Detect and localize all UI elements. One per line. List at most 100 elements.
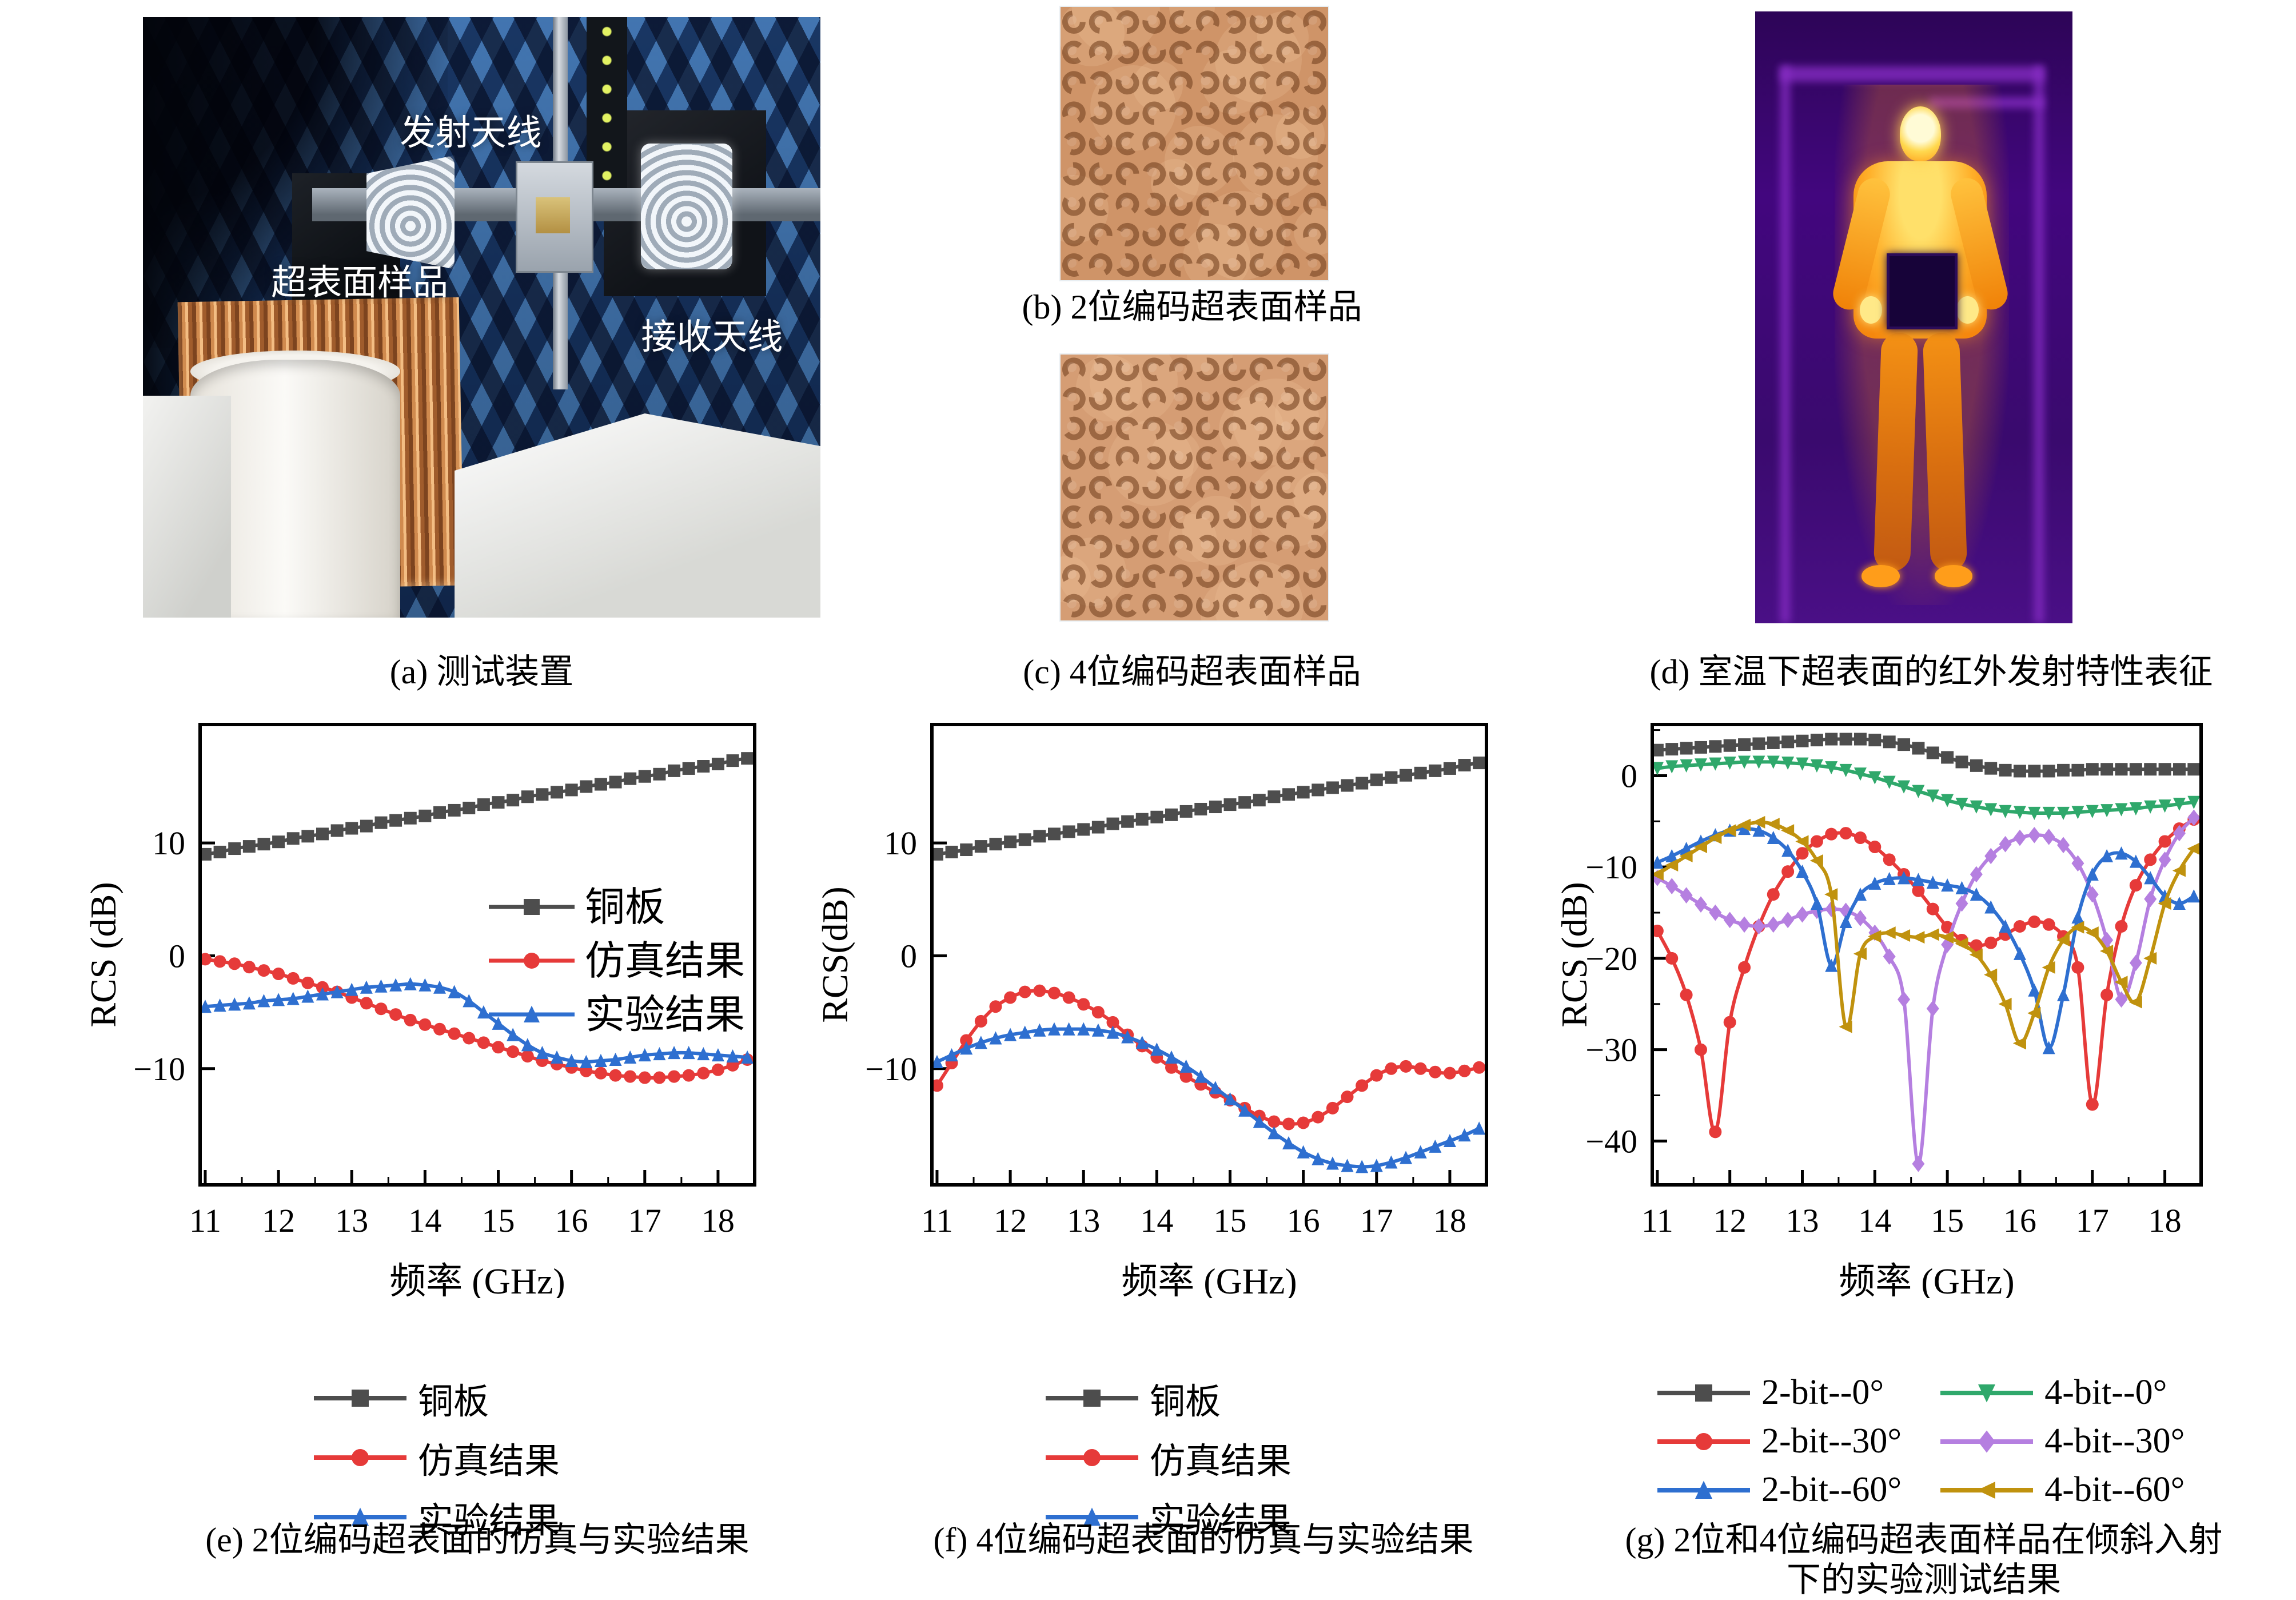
svg-text:铜板: 铜板	[585, 886, 665, 930]
svg-text:16: 16	[555, 1202, 588, 1239]
waveguide-connector	[536, 197, 570, 233]
svg-text:RCS (dB): RCS (dB)	[1554, 882, 1595, 1027]
svg-text:12: 12	[1713, 1202, 1747, 1239]
svg-text:15: 15	[482, 1202, 515, 1239]
svg-text:13: 13	[1786, 1202, 1819, 1239]
svg-text:11: 11	[921, 1202, 953, 1239]
svg-text:−40: −40	[1585, 1123, 1637, 1160]
caption-e: (e) 2位编码超表面的仿真与实验结果	[205, 1521, 750, 1559]
svg-text:18: 18	[1433, 1202, 1466, 1239]
chart-4bit-results: 11 12 13 14 15 16 17 18 10 0 −10 频率 (GHz) RCS(dB)	[812, 715, 1498, 1302]
svg-text:RCS (dB): RCS (dB)	[83, 882, 123, 1027]
caption-g: (g) 2位和4位编码超表面样品在倾斜入射 下的实验测试结果	[1578, 1520, 2270, 1600]
legend-label: 2-bit--60°	[1761, 1470, 1902, 1509]
svg-text:18: 18	[701, 1202, 735, 1239]
svg-text:RCS(dB): RCS(dB)	[815, 886, 855, 1022]
svg-text:16: 16	[1287, 1202, 1320, 1239]
legend-chart-f: 铜板仿真结果实验结果	[1043, 1372, 1292, 1543]
svg-text:仿真结果: 仿真结果	[585, 940, 745, 984]
test-setup-photo: 发射天线 超表面样品 接收天线	[143, 17, 820, 618]
svg-text:17: 17	[2076, 1202, 2109, 1239]
svg-text:16: 16	[2003, 1202, 2036, 1239]
label-receive-antenna: 接收天线	[641, 318, 783, 357]
thermal-frame-line	[1780, 66, 1791, 623]
thermal-person-head	[1899, 106, 1941, 162]
legend-label: 2-bit--30°	[1761, 1422, 1902, 1460]
thermal-person-foot	[1934, 565, 1973, 587]
svg-text:频率 (GHz): 频率 (GHz)	[1121, 1261, 1297, 1298]
legend-item: 4-bit--0°	[1938, 1372, 2185, 1413]
legend-label: 实验结果	[418, 1502, 560, 1541]
thermal-person-hand	[1860, 296, 1882, 324]
svg-text:0: 0	[1621, 757, 1637, 794]
legend-label: 铜板	[418, 1383, 489, 1422]
legend-label: 仿真结果	[418, 1442, 560, 1481]
svg-text:11: 11	[189, 1202, 221, 1239]
sample-2bit-photo	[1040, 0, 1341, 292]
svg-text:18: 18	[2148, 1202, 2182, 1239]
legend-item: 仿真结果	[1043, 1432, 1292, 1483]
svg-text:−10: −10	[133, 1050, 185, 1088]
caption-b: (b) 2位编码超表面样品	[1022, 288, 1362, 326]
styrofoam-block-left	[143, 395, 232, 618]
label-transmit-antenna: 发射天线	[400, 114, 542, 153]
caption-g-line2: 下的实验测试结果	[1787, 1561, 2061, 1599]
svg-text:−10: −10	[1585, 849, 1637, 886]
caption-f: (f) 4位编码超表面的仿真与实验结果	[933, 1521, 1474, 1559]
legend-item: 2-bit--0°	[1655, 1372, 1902, 1413]
svg-text:17: 17	[1360, 1202, 1393, 1239]
svg-text:13: 13	[1067, 1202, 1100, 1239]
legend-item: 4-bit--60°	[1938, 1470, 2185, 1510]
legend-item: 铜板	[1043, 1372, 1292, 1424]
legend-label: 铜板	[1150, 1383, 1221, 1422]
legend-chart-g: 2-bit--0° 4-bit--0° 2-bit--30° 4-bit--30° 2-…	[1655, 1372, 2185, 1510]
svg-text:14: 14	[1140, 1202, 1173, 1239]
label-metasurface-sample: 超表面样品	[271, 263, 449, 303]
legend-item: 实验结果	[312, 1491, 560, 1543]
thermal-person-foot	[1861, 565, 1900, 587]
thermal-frame-line	[1780, 66, 2044, 82]
thermal-image	[1755, 11, 2072, 623]
receive-horn-antenna	[640, 143, 732, 269]
chart-oblique-results: 11 12 13 14 15 16 17 18 0 −10 −20 −30 −40 频率 (GHz) RCS…	[1532, 715, 2258, 1302]
svg-text:10: 10	[884, 825, 917, 862]
caption-g-line1: (g) 2位和4位编码超表面样品在倾斜入射	[1625, 1521, 2223, 1559]
svg-text:−30: −30	[1585, 1032, 1637, 1069]
legend-item: 4-bit--30°	[1938, 1421, 2185, 1462]
svg-text:频率 (GHz): 频率 (GHz)	[1839, 1261, 2014, 1298]
svg-text:11: 11	[1641, 1202, 1673, 1239]
thermal-person-hand	[1956, 296, 1979, 324]
svg-text:13: 13	[335, 1202, 368, 1239]
caption-a: (a) 测试装置	[389, 653, 574, 691]
caption-c: (c) 4位编码超表面样品	[1023, 653, 1361, 691]
svg-text:12: 12	[994, 1202, 1027, 1239]
legend-item: 仿真结果	[312, 1432, 560, 1483]
transmit-horn-antenna	[366, 155, 455, 269]
styrofoam-block-right	[455, 413, 820, 618]
svg-text:14: 14	[408, 1202, 441, 1239]
legend-item: 2-bit--60°	[1655, 1470, 1902, 1510]
legend-label: 2-bit--0°	[1761, 1373, 1884, 1412]
svg-text:实验结果: 实验结果	[585, 993, 745, 1037]
sample-4bit-photo	[1044, 332, 1342, 650]
svg-text:14: 14	[1858, 1202, 1891, 1239]
legend-item: 实验结果	[1043, 1491, 1292, 1543]
svg-text:−10: −10	[865, 1050, 917, 1088]
legend-item: 2-bit--30°	[1655, 1421, 1902, 1462]
legend-label: 仿真结果	[1150, 1442, 1292, 1481]
legend-label: 4-bit--60°	[2044, 1470, 2185, 1509]
thermal-cold-metasurface	[1887, 253, 1958, 329]
chart-2bit-results: 11 12 13 14 15 16 17 18 10 0 −10 频率 (GHz) RCS (dB) 铜板…	[80, 715, 766, 1302]
legend-item: 铜板	[312, 1372, 560, 1424]
legend-label: 4-bit--0°	[2044, 1373, 2167, 1412]
svg-text:−20: −20	[1585, 940, 1637, 977]
thermal-frame-line	[1930, 97, 2044, 109]
legend-label: 实验结果	[1150, 1502, 1292, 1541]
svg-text:15: 15	[1931, 1202, 1964, 1239]
legend-label: 4-bit--30°	[2044, 1422, 2185, 1460]
svg-text:12: 12	[262, 1202, 295, 1239]
legend-chart-e: 铜板仿真结果实验结果	[312, 1372, 560, 1543]
svg-text:0: 0	[900, 937, 917, 974]
thermal-frame-line	[2034, 66, 2044, 623]
